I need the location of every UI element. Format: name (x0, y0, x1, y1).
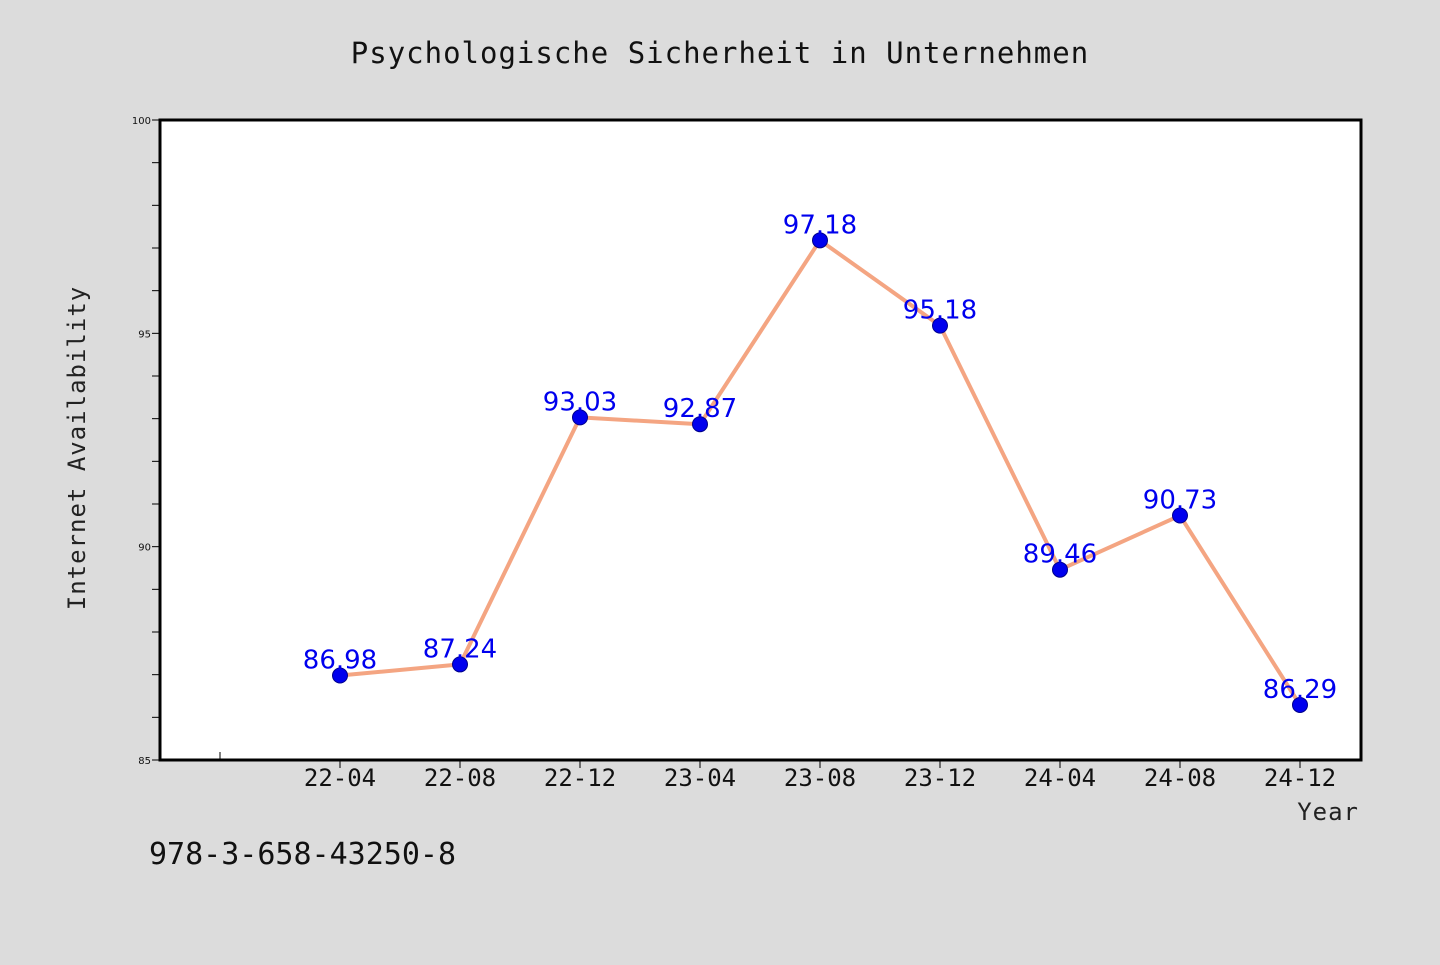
data-label: 97.18 (783, 210, 857, 240)
data-label-layer: 86.98 87.24 93.03 92.87 97.18 95.18 89.46 90.73… (303, 210, 1337, 705)
y-tick-label: 95 (138, 329, 151, 340)
x-axis: 22-04 22-08 22-12 23-04 23-08 23-12 24-04 24-08… (219, 752, 1336, 792)
isbn-text: 978-3-658-43250-8 (149, 837, 456, 872)
data-point (1172, 507, 1188, 524)
data-label: 89.46 (1023, 540, 1097, 570)
y-tick-label: 100 (132, 116, 151, 127)
x-tick-label: 24-12 (1264, 764, 1336, 792)
data-label: 95.18 (903, 296, 977, 326)
data-point (812, 232, 828, 249)
y-tick-label: 90 (138, 543, 151, 554)
series-layer (332, 232, 1308, 713)
x-tick-label: 24-08 (1144, 764, 1216, 792)
x-tick-label: 23-12 (904, 764, 976, 792)
y-axis-label: Internet Availability (63, 286, 91, 610)
x-tick-label: 22-12 (544, 764, 616, 792)
data-label: 90.73 (1143, 486, 1217, 516)
data-label: 87.24 (423, 634, 497, 664)
data-label: 86.98 (303, 646, 377, 676)
data-point (932, 317, 948, 334)
data-point (1292, 696, 1308, 713)
data-point (692, 416, 708, 433)
y-axis: 85 90 95 100 (132, 116, 160, 767)
data-point (332, 667, 348, 684)
x-tick-label: 22-04 (304, 764, 376, 792)
x-tick-label: 23-08 (784, 764, 856, 792)
data-label: 92.87 (663, 394, 737, 424)
x-axis-label: Year (1297, 798, 1359, 826)
plot-area (158, 118, 1363, 762)
chart-title: Psychologische Sicherheit in Unternehmen (351, 36, 1089, 70)
data-label: 86.29 (1263, 675, 1337, 705)
data-point (1052, 561, 1068, 578)
data-point (452, 656, 468, 673)
data-point (572, 409, 588, 426)
x-tick-label: 23-04 (664, 764, 736, 792)
y-tick-label: 85 (138, 756, 151, 767)
x-tick-label: 24-04 (1024, 764, 1096, 792)
x-tick-label: 22-08 (424, 764, 496, 792)
data-label: 93.03 (543, 387, 617, 417)
